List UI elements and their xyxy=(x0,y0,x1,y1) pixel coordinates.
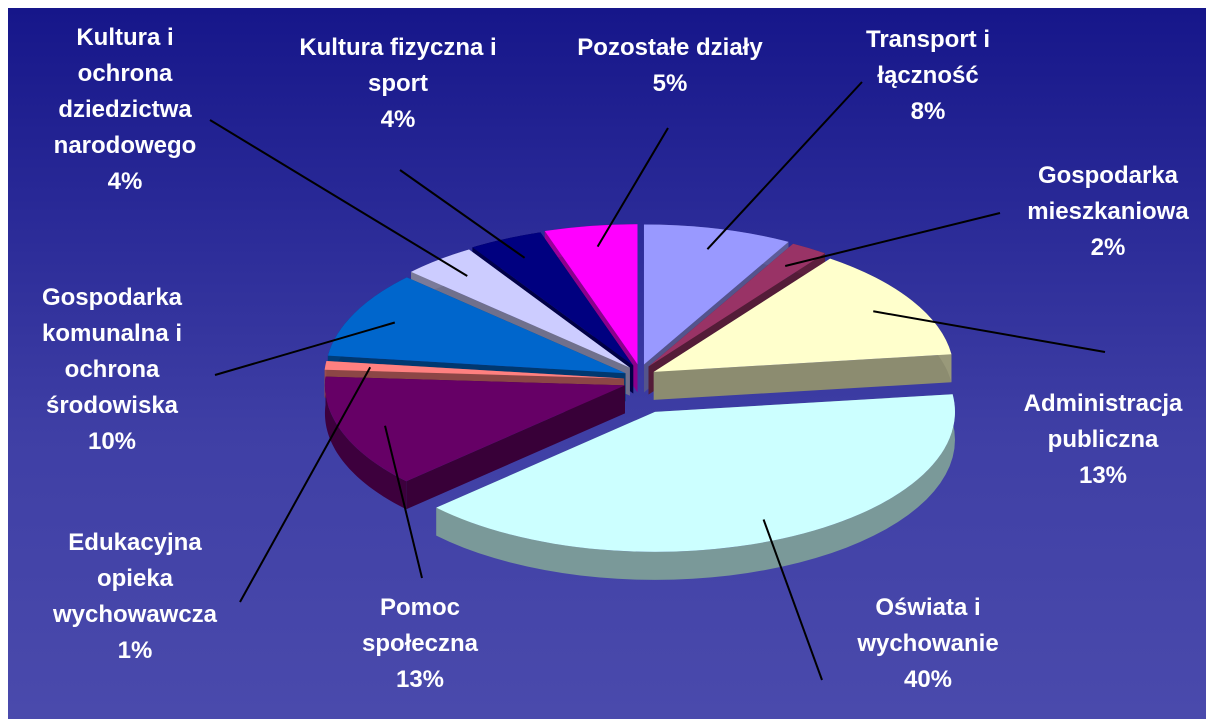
slice-label: Oświata i wychowanie 40% xyxy=(838,590,1018,698)
slice-label: Gospodarka komunalna i ochrona środowisk… xyxy=(12,280,212,460)
slice xyxy=(411,249,630,368)
slice-label: Pomoc społeczna 13% xyxy=(345,590,495,698)
slice xyxy=(436,394,955,552)
slice xyxy=(472,232,634,366)
leader-line xyxy=(762,519,823,681)
category-label: Administracja publiczna xyxy=(1023,390,1183,453)
category-label: Kultura fizyczna i sport xyxy=(299,34,497,97)
slice-label: Kultura i ochrona dziedzictwa narodowego… xyxy=(38,20,213,200)
category-label: Edukacyjna opieka wychowawcza xyxy=(52,529,218,628)
value-label: 5% xyxy=(652,70,688,97)
leader-line xyxy=(596,127,669,248)
slice-label: Gospodarka mieszkaniowa 2% xyxy=(1008,158,1208,266)
value-label: 13% xyxy=(1078,462,1128,489)
leader-line xyxy=(784,212,1001,267)
category-label: Gospodarka mieszkaniowa xyxy=(1027,162,1189,225)
value-label: 2% xyxy=(1090,234,1126,261)
slice-label: Transport i łączność 8% xyxy=(843,22,1013,130)
slice xyxy=(648,243,825,367)
slice-side xyxy=(324,376,407,510)
category-label: Pomoc społeczna xyxy=(361,594,479,657)
leader-line xyxy=(384,425,423,579)
slice-label: Administracja publiczna 13% xyxy=(1003,386,1203,494)
value-label: 10% xyxy=(87,428,137,455)
slice xyxy=(653,258,952,372)
slice xyxy=(544,224,638,365)
leader-line xyxy=(399,169,526,259)
slice xyxy=(324,360,625,379)
category-label: Pozostałe działy xyxy=(577,34,763,61)
slice-side xyxy=(653,354,952,400)
leader-line xyxy=(706,81,863,250)
slice xyxy=(327,277,626,374)
category-label: Gospodarka komunalna i ochrona środowisk… xyxy=(41,284,183,419)
value-label: 1% xyxy=(117,637,153,664)
slice-label: Pozostałe działy 5% xyxy=(550,30,790,102)
slice-side xyxy=(406,385,625,510)
leader-line xyxy=(209,119,468,277)
category-label: Oświata i wychowanie xyxy=(857,594,999,657)
value-label: 8% xyxy=(910,98,946,125)
slice xyxy=(643,224,789,365)
leader-line xyxy=(239,366,372,603)
leader-line xyxy=(873,310,1106,353)
category-label: Kultura i ochrona dziedzictwa narodowego xyxy=(53,24,197,159)
slice-label: Kultura fizyczna i sport 4% xyxy=(288,30,508,138)
slice xyxy=(324,376,625,482)
value-label: 4% xyxy=(380,106,416,133)
leader-line xyxy=(214,321,396,376)
category-label: Transport i łączność xyxy=(865,26,991,89)
value-label: 4% xyxy=(107,168,143,195)
slice-side xyxy=(436,394,955,580)
slice-label: Edukacyjna opieka wychowawcza 1% xyxy=(30,525,240,669)
value-label: 13% xyxy=(395,666,445,693)
value-label: 40% xyxy=(903,666,953,693)
